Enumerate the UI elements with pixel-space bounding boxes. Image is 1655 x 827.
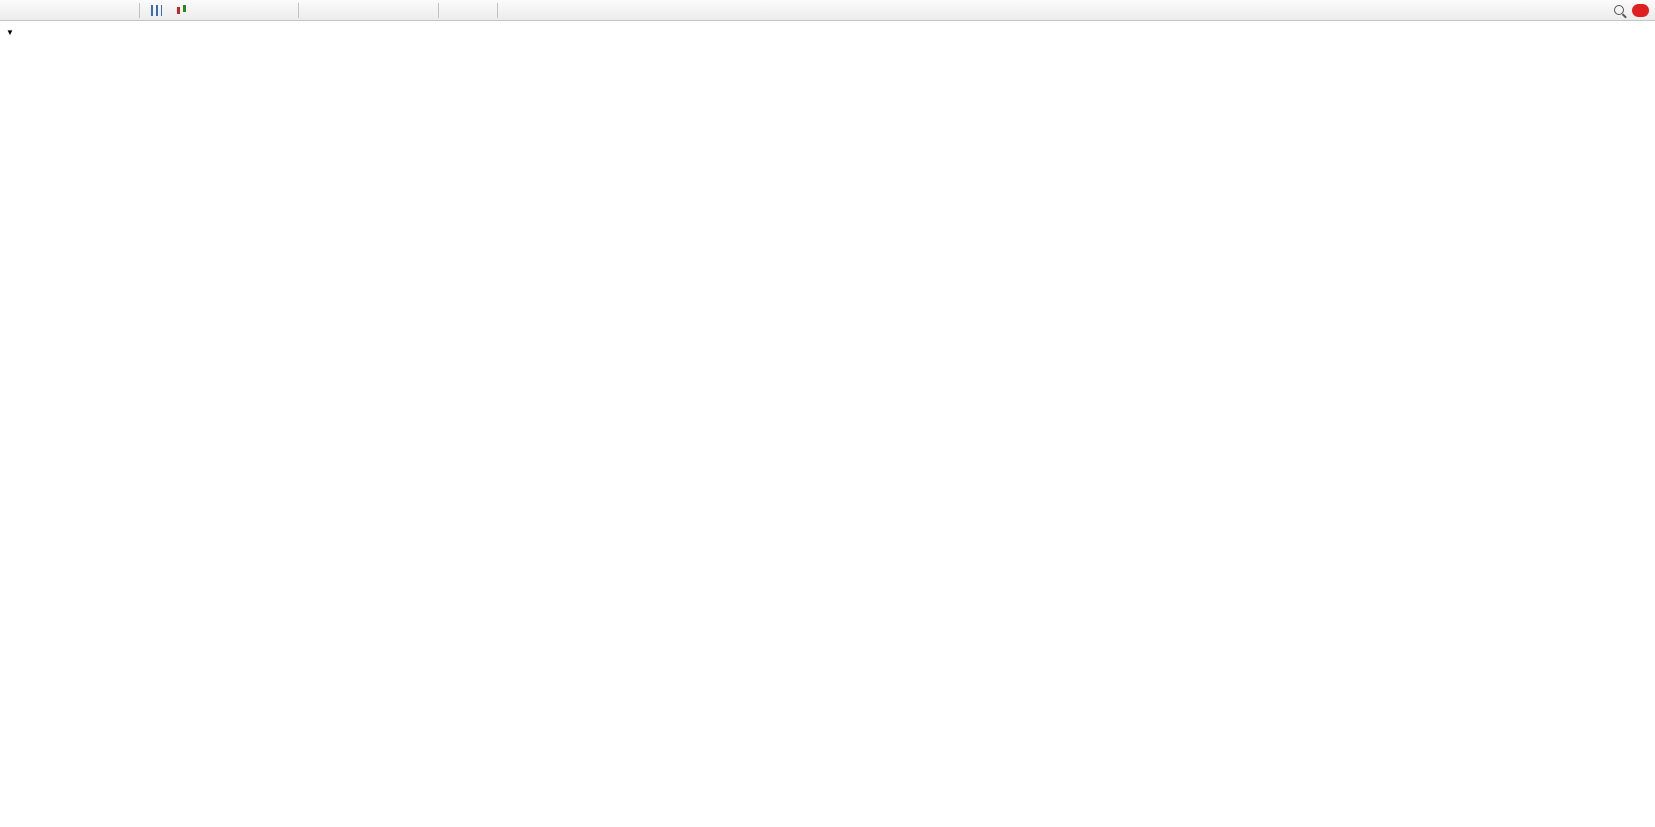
- symbol-dropdown-icon[interactable]: ▼: [6, 28, 14, 37]
- timeframe-w1[interactable]: [734, 3, 746, 18]
- rsi-title: [6, 714, 10, 726]
- navigator-icon: [87, 3, 102, 18]
- new-chart-button[interactable]: [353, 2, 380, 19]
- zoom-in-button[interactable]: [219, 2, 244, 19]
- text-tool-icon: [582, 3, 597, 18]
- macd-title: [6, 628, 14, 640]
- text-tool-button[interactable]: [577, 2, 602, 19]
- horizontal-line-tool-button[interactable]: [502, 2, 527, 19]
- timeframe-h4[interactable]: [708, 3, 720, 18]
- shapes-icon: [607, 3, 622, 18]
- timeframe-mn[interactable]: [747, 3, 759, 18]
- market-watch-button[interactable]: [32, 2, 57, 19]
- templates-button[interactable]: [407, 2, 434, 19]
- crosshair-icon: [473, 3, 488, 18]
- shapes-tool-button[interactable]: [602, 2, 629, 19]
- timeframe-m5[interactable]: [656, 3, 668, 18]
- toolbar-right: [1614, 3, 1651, 17]
- channel-icon: [555, 1, 574, 20]
- tile-windows-icon: [274, 3, 289, 18]
- timeframe-d1[interactable]: [721, 3, 733, 18]
- cursor-icon: [448, 3, 463, 18]
- horizontal-line-icon: [507, 3, 522, 18]
- trendline-icon: [532, 3, 547, 18]
- market-watch-icon: [37, 3, 52, 18]
- chart-title: ▼: [6, 26, 33, 38]
- zoom-out-icon: [249, 3, 264, 18]
- data-window-icon: [62, 3, 77, 18]
- new-order-button[interactable]: [4, 2, 32, 19]
- autotrade-button[interactable]: [107, 2, 135, 19]
- navigator-button[interactable]: [82, 2, 107, 19]
- new-order-icon: [9, 3, 24, 18]
- cursor-tool-button[interactable]: [443, 2, 468, 19]
- search-icon[interactable]: [1614, 5, 1624, 15]
- timeframe-toolbar: [643, 3, 759, 18]
- new-chart-icon: [358, 3, 373, 18]
- channel-tool-button[interactable]: [552, 2, 577, 19]
- chart-shift-button[interactable]: [328, 2, 353, 19]
- chart-shift-icon: [333, 3, 348, 18]
- profiles-clock-icon: [385, 3, 400, 18]
- zoom-in-icon: [224, 3, 239, 18]
- timeframe-m15[interactable]: [669, 3, 681, 18]
- data-window-button[interactable]: [57, 2, 82, 19]
- timeframe-h1[interactable]: [695, 3, 707, 18]
- bar-chart-icon: [151, 4, 162, 16]
- crosshair-tool-button[interactable]: [468, 2, 493, 19]
- toolbar-separator: [497, 2, 498, 18]
- candlestick-icon: [175, 4, 188, 16]
- bar-chart-mode-button[interactable]: [144, 2, 169, 19]
- toolbar-separator: [298, 2, 299, 18]
- autotrade-icon: [112, 3, 127, 18]
- candlestick-mode-button[interactable]: [169, 2, 194, 19]
- toolbar-separator: [438, 2, 439, 18]
- notification-badge[interactable]: [1632, 3, 1649, 17]
- toolbar: [0, 0, 1655, 21]
- auto-scroll-icon: [308, 3, 323, 18]
- timeframe-m1[interactable]: [643, 3, 655, 18]
- trendline-tool-button[interactable]: [527, 2, 552, 19]
- zoom-out-button[interactable]: [244, 2, 269, 19]
- timeframe-m30[interactable]: [682, 3, 694, 18]
- auto-scroll-button[interactable]: [303, 2, 328, 19]
- profiles-button[interactable]: [380, 2, 407, 19]
- line-chart-icon: [199, 3, 214, 18]
- tile-windows-button[interactable]: [269, 2, 294, 19]
- templates-icon: [412, 3, 427, 18]
- line-chart-mode-button[interactable]: [194, 2, 219, 19]
- toolbar-separator: [139, 2, 140, 18]
